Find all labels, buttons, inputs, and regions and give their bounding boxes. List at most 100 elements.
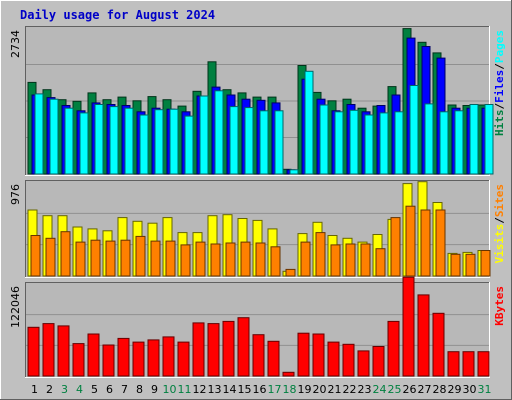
x-tick-label-day-23: 23 [358, 383, 372, 396]
bar-pages-day-30 [469, 104, 479, 175]
bar-pages-day-2 [49, 98, 59, 175]
bar-kbytes-day-1 [27, 326, 40, 377]
x-tick-label-day-28: 28 [433, 383, 447, 396]
bar-sites-day-23 [360, 243, 371, 277]
bar-kbytes-day-9 [147, 339, 160, 377]
bar-kbytes-day-31 [477, 351, 490, 377]
x-tick-label-day-29: 29 [448, 383, 462, 396]
bar-pages-day-5 [94, 104, 104, 175]
x-tick-label-day-24: 24 [373, 383, 387, 396]
bar-kbytes-day-14 [222, 320, 235, 377]
bar-kbytes-day-23 [357, 350, 370, 377]
bar-kbytes-day-4 [72, 343, 85, 377]
bar-kbytes-day-13 [207, 323, 220, 377]
bar-pages-day-26 [409, 85, 419, 175]
legend-part-0: KBytes [493, 286, 506, 326]
chart-title: Daily usage for August 2024 [20, 8, 215, 22]
x-tick-label-day-25: 25 [388, 383, 402, 396]
bar-kbytes-day-30 [462, 351, 475, 377]
panel-mid-legend: Visits/Sites [493, 184, 506, 264]
bar-pages-day-18 [289, 169, 299, 175]
x-tick-label-day-20: 20 [313, 383, 327, 396]
x-tick-label-day-8: 8 [136, 383, 143, 396]
bar-sites-day-1 [30, 235, 41, 277]
bar-sites-day-20 [315, 232, 326, 277]
x-tick-label-day-19: 19 [298, 383, 312, 396]
bar-pages-day-9 [154, 109, 164, 175]
bar-kbytes-day-3 [57, 325, 70, 377]
bar-kbytes-day-21 [327, 341, 340, 377]
bar-pages-day-17 [274, 110, 284, 175]
bar-sites-day-11 [180, 244, 191, 277]
bar-pages-day-23 [364, 114, 374, 175]
bar-sites-day-13 [210, 243, 221, 277]
bar-pages-day-7 [124, 107, 134, 175]
bar-sites-day-18 [285, 268, 296, 277]
bar-pages-day-8 [139, 114, 149, 175]
x-tick-label-day-30: 30 [463, 383, 477, 396]
bar-sites-day-6 [105, 240, 116, 277]
bar-pages-day-22 [349, 109, 359, 175]
bar-kbytes-day-28 [432, 312, 445, 377]
bar-pages-day-15 [244, 107, 254, 175]
x-tick-label-day-14: 14 [223, 383, 237, 396]
bar-kbytes-day-20 [312, 333, 325, 377]
bar-pages-day-27 [424, 103, 434, 175]
bar-sites-day-27 [420, 209, 431, 277]
bar-kbytes-day-7 [117, 337, 130, 377]
x-tick-label-day-12: 12 [193, 383, 207, 396]
bar-sites-day-5 [90, 239, 101, 277]
bar-kbytes-day-19 [297, 332, 310, 377]
x-tick-label-day-10: 10 [163, 383, 177, 396]
legend-part-1: / [493, 103, 506, 110]
bar-pages-day-19 [304, 70, 314, 175]
bar-kbytes-day-17 [267, 340, 280, 377]
x-tick-label-day-2: 2 [46, 383, 53, 396]
x-tick-label-day-5: 5 [91, 383, 98, 396]
bar-sites-day-12 [195, 241, 206, 277]
panel-bot-legend: KBytes [493, 286, 506, 326]
bar-kbytes-day-16 [252, 334, 265, 377]
bar-pages-day-21 [334, 111, 344, 175]
bar-kbytes-day-25 [387, 320, 400, 377]
panel-top-legend: Hits/Files/Pages [493, 30, 506, 136]
bar-pages-day-10 [169, 108, 179, 175]
bar-kbytes-day-5 [87, 333, 100, 377]
x-tick-label-day-9: 9 [151, 383, 158, 396]
bar-pages-day-20 [319, 104, 329, 175]
bar-sites-day-17 [270, 246, 281, 277]
x-tick-label-day-22: 22 [343, 383, 357, 396]
legend-part-0: Hits [493, 110, 506, 137]
bar-kbytes-day-11 [177, 341, 190, 377]
bar-pages-day-28 [439, 111, 449, 175]
bar-pages-day-1 [34, 93, 44, 175]
bar-pages-day-16 [259, 110, 269, 175]
x-tick-label-day-31: 31 [478, 383, 492, 396]
bar-pages-day-29 [454, 110, 464, 175]
x-tick-label-day-18: 18 [283, 383, 297, 396]
bar-sites-day-15 [240, 241, 251, 277]
legend-part-2: Sites [493, 184, 506, 217]
bar-sites-day-8 [135, 235, 146, 277]
x-tick-label-day-17: 17 [268, 383, 282, 396]
bar-sites-day-19 [300, 241, 311, 277]
x-tick-label-day-6: 6 [106, 383, 113, 396]
bar-kbytes-day-2 [42, 323, 55, 377]
bar-pages-day-6 [109, 106, 119, 175]
bar-kbytes-day-15 [237, 317, 250, 377]
bar-sites-day-2 [45, 237, 56, 277]
bar-kbytes-day-6 [102, 344, 115, 377]
bar-kbytes-day-8 [132, 341, 145, 377]
bar-pages-day-13 [214, 90, 224, 175]
x-tick-label-day-15: 15 [238, 383, 252, 396]
bar-sites-day-30 [465, 253, 476, 277]
bar-kbytes-day-27 [417, 294, 430, 377]
legend-part-2: Files [493, 70, 506, 103]
panel-top-ymax-label: 2734 [9, 30, 22, 58]
bar-sites-day-25 [390, 217, 401, 277]
bar-sites-day-4 [75, 241, 86, 277]
bar-kbytes-day-29 [447, 351, 460, 377]
bar-sites-day-7 [120, 239, 131, 277]
bar-pages-day-14 [229, 106, 239, 175]
